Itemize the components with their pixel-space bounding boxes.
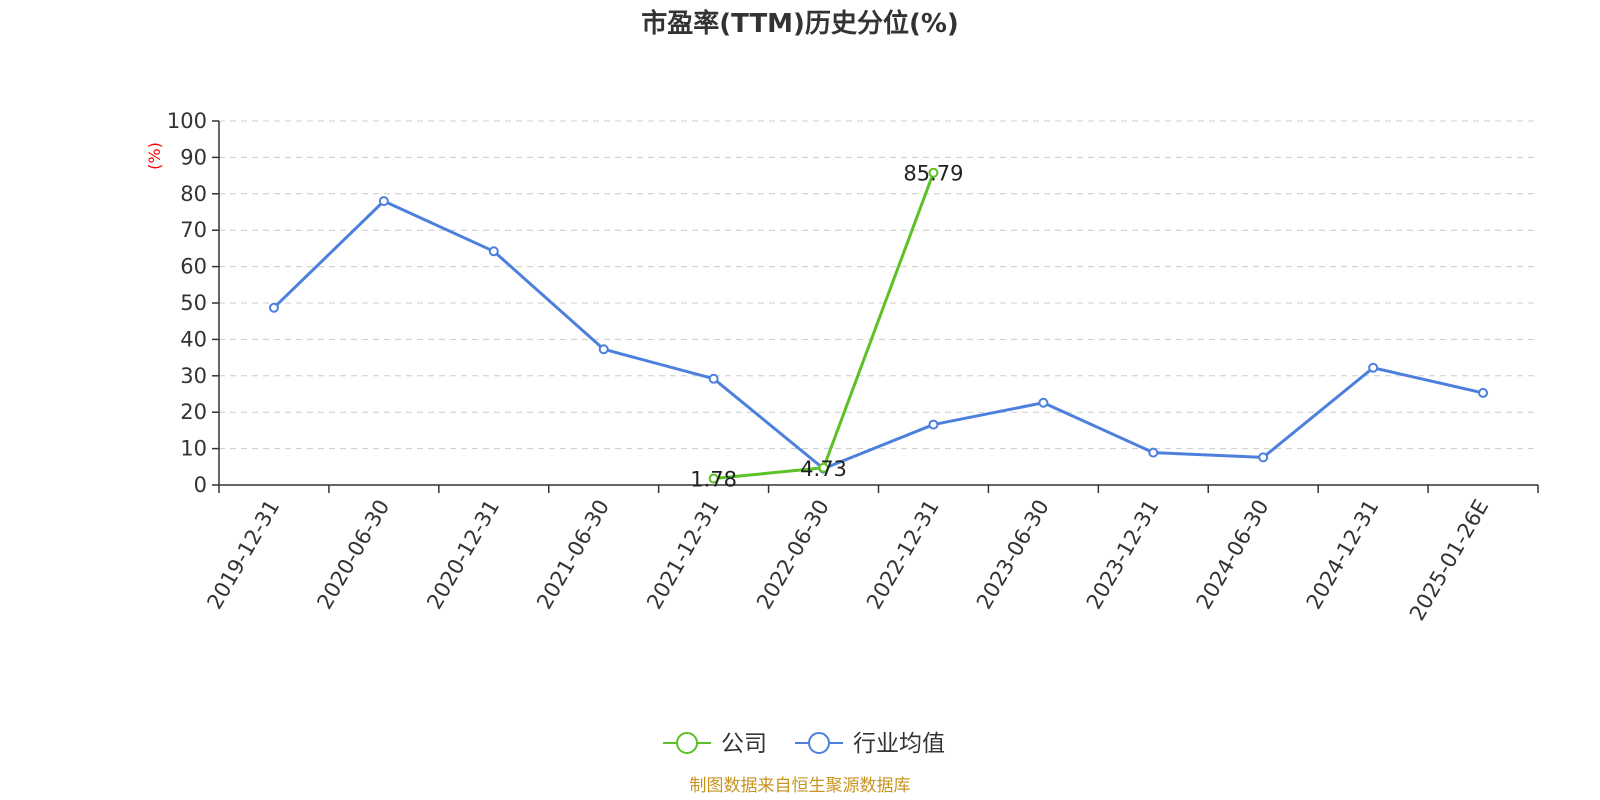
legend-label: 行业均值	[853, 731, 945, 757]
x-tick-label: 2019-12-31	[202, 496, 284, 614]
x-tick-label: 2024-06-30	[1192, 496, 1274, 614]
y-tick-label: 20	[180, 400, 207, 424]
data-point[interactable]	[1148, 447, 1159, 458]
data-point[interactable]	[1038, 397, 1049, 408]
y-tick-label: 0	[194, 473, 207, 497]
x-tick-label: 2021-12-31	[642, 496, 724, 614]
data-label: 4.73	[800, 457, 847, 481]
legend-item-0[interactable]: 公司	[663, 731, 767, 757]
x-tick-label: 2025-01-26E	[1405, 496, 1493, 625]
source-note: 制图数据来自恒生聚源数据库	[690, 776, 911, 796]
y-tick-label: 70	[180, 218, 207, 242]
legend-marker	[808, 732, 830, 754]
legend[interactable]: 公司 行业均值	[663, 731, 945, 757]
axes: 0 10 20 30 40 50 60 70 80 90 100 2019-12-31 2020-06-…	[167, 109, 1539, 625]
chart-title: 市盈率(TTM)历史分位(%)	[641, 8, 959, 39]
grid-lines	[219, 120, 1538, 450]
series-layer	[268, 167, 1489, 484]
x-tick-label: 2022-12-31	[862, 495, 944, 613]
data-point[interactable]	[1258, 452, 1269, 463]
y-tick-label: 30	[180, 364, 207, 388]
series-line	[713, 172, 935, 481]
y-tick-label: 40	[180, 327, 207, 351]
y-tick-label: 80	[180, 182, 207, 206]
data-point[interactable]	[488, 246, 499, 257]
x-tick-label: 2023-06-30	[972, 496, 1054, 614]
data-point[interactable]	[818, 462, 829, 473]
data-point[interactable]	[268, 302, 279, 313]
y-axis-label: (%)	[145, 142, 164, 170]
y-tick-label: 50	[180, 291, 207, 315]
y-tick-label: 60	[180, 255, 207, 279]
data-point[interactable]	[598, 344, 609, 355]
legend-marker	[676, 732, 698, 754]
legend-label: 公司	[721, 731, 767, 757]
data-labels: 1.78 4.73 85.79	[690, 162, 963, 492]
data-point[interactable]	[928, 419, 939, 430]
x-tick-label: 2021-06-30	[532, 496, 614, 614]
y-tick-label: 100	[167, 109, 207, 133]
data-point[interactable]	[928, 167, 939, 178]
x-tick-label: 2020-06-30	[312, 496, 394, 614]
data-label: 1.78	[690, 468, 737, 492]
data-point[interactable]	[1478, 387, 1489, 398]
y-tick-label: 10	[180, 437, 207, 461]
data-point[interactable]	[708, 473, 719, 484]
x-tick-label: 2024-12-31	[1302, 496, 1384, 614]
data-point[interactable]	[708, 373, 719, 384]
x-tick-label: 2020-12-31	[422, 495, 504, 613]
series-line	[272, 199, 1484, 471]
y-tick-label: 90	[180, 145, 207, 169]
data-point[interactable]	[378, 196, 389, 207]
legend-item-1[interactable]: 行业均值	[795, 731, 945, 757]
data-label: 85.79	[903, 162, 963, 186]
series-1	[268, 196, 1489, 474]
x-tick-label: 2023-12-31	[1082, 496, 1164, 614]
x-tick-label: 2022-06-30	[752, 496, 834, 614]
data-point[interactable]	[1368, 362, 1379, 373]
series-0	[708, 167, 939, 484]
